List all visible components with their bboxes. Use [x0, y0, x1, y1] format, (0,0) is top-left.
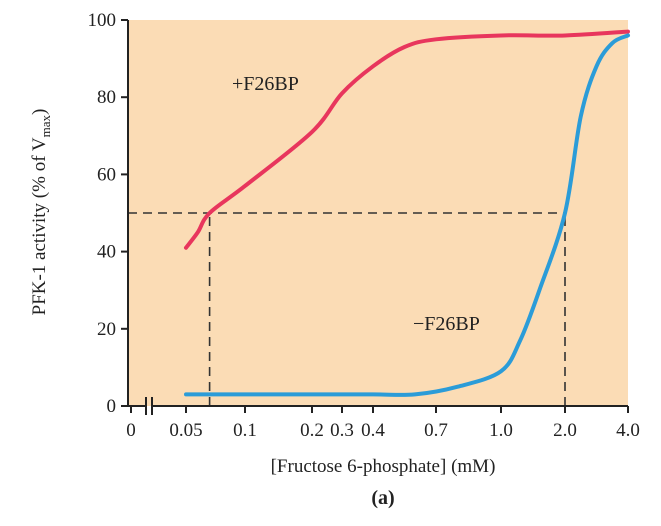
y-tick-label-20: 20: [97, 319, 116, 340]
series-line-minus-f26bp: [184, 33, 630, 397]
panel-label: (a): [371, 487, 394, 509]
x-tick-label-4.0: 4.0: [616, 420, 640, 441]
x-tick-label-0.1: 0.1: [233, 420, 257, 441]
series-lines: [184, 29, 630, 397]
x-axis-title: [Fructose 6-phosphate] (mM): [271, 456, 496, 477]
series-label-minus-f26bp: −F26BP: [413, 313, 480, 335]
x-tick-label-2.0: 2.0: [553, 420, 577, 441]
y-tick-label-60: 60: [97, 164, 116, 185]
axes: [127, 20, 628, 415]
x-tick-label-0: 0: [126, 420, 136, 441]
series-line-plus-f26bp: [184, 29, 630, 250]
x-tick-label-0.2: 0.2: [300, 420, 324, 441]
y-axis-title-subscript: max: [38, 114, 53, 137]
y-tick-label-100: 100: [88, 10, 117, 31]
y-tick-label-40: 40: [97, 242, 116, 263]
y-axis-title: PFK-1 activity (% of Vmax): [29, 109, 53, 316]
x-tick-label-0.05: 0.05: [169, 420, 202, 441]
x-tick-label-0.4: 0.4: [361, 420, 385, 441]
y-tick-label-0: 0: [107, 396, 117, 417]
ticks: 0 20 40 60 80 100 0 0.05 0.1 0.2 0.3 0.4 0.7 1.0 2.0 4.…: [88, 10, 640, 441]
x-tick-label-0.7: 0.7: [424, 420, 448, 441]
x-tick-label-1.0: 1.0: [489, 420, 513, 441]
y-axis-title-tail: ): [29, 109, 50, 115]
reference-lines: [128, 212, 566, 406]
x-tick-label-0.3: 0.3: [330, 420, 354, 441]
series-label-plus-f26bp: +F26BP: [232, 73, 299, 95]
y-tick-label-80: 80: [97, 87, 116, 108]
